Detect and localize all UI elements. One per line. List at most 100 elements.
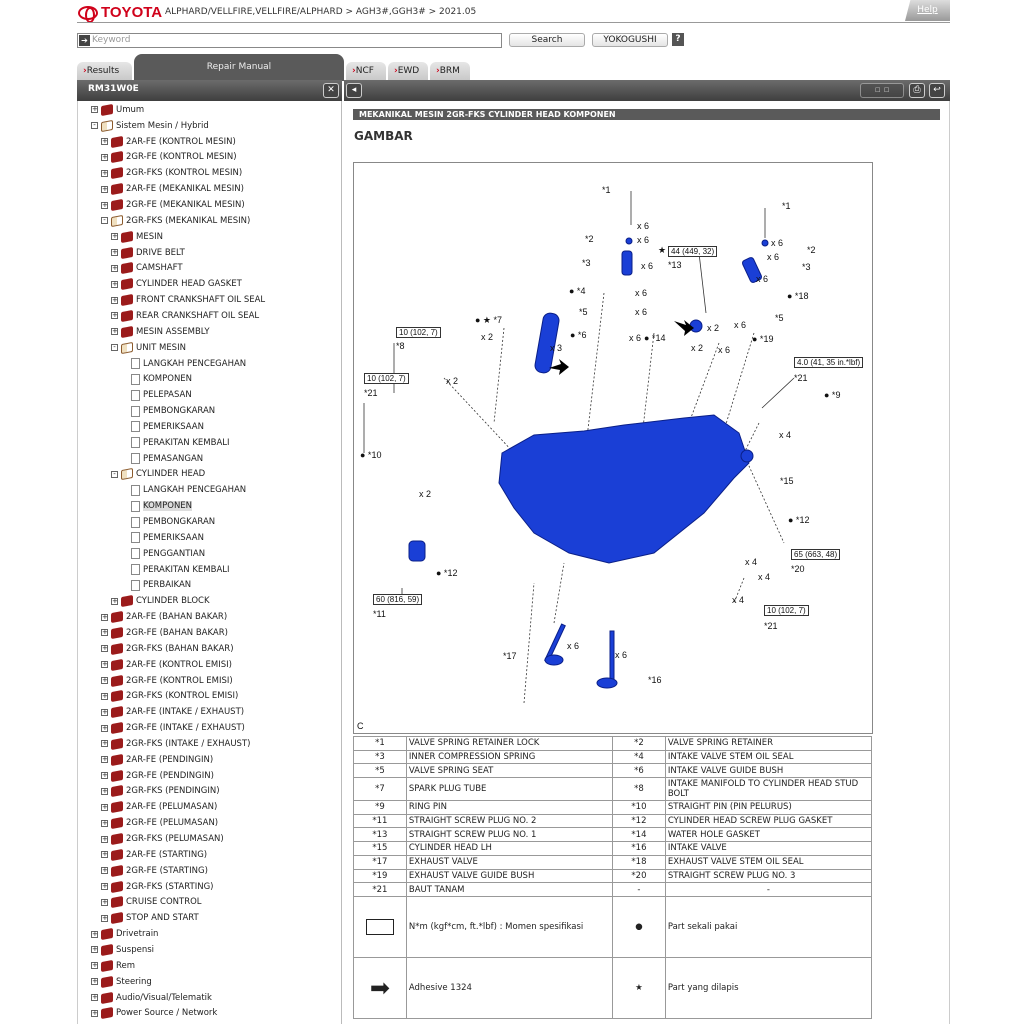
tree-item[interactable]: +2GR-FKS (BAHAN BAKAR): [101, 641, 234, 657]
tree-item[interactable]: PERAKITAN KEMBALI: [121, 435, 230, 451]
expand-icon[interactable]: +: [111, 295, 118, 304]
expand-icon[interactable]: +: [101, 897, 108, 906]
tree-item[interactable]: + DRIVE BELT: [111, 245, 185, 261]
tree-item[interactable]: +2AR-FE (MEKANIKAL MESIN): [101, 181, 244, 197]
expand-icon[interactable]: +: [91, 929, 98, 938]
tree-item[interactable]: + Umum: [91, 102, 144, 118]
expand-icon[interactable]: +: [101, 707, 108, 716]
tree-item[interactable]: +2GR-FKS (INTAKE / EXHAUST): [101, 736, 250, 752]
tree-item[interactable]: - 2GR-FKS (MEKANIKAL MESIN): [101, 213, 250, 229]
tab-ncf[interactable]: ›NCF: [346, 62, 386, 80]
expand-icon[interactable]: +: [101, 168, 108, 177]
expand-icon[interactable]: +: [101, 866, 108, 875]
keyword-input[interactable]: ➔ Keyword: [77, 33, 502, 48]
expand-icon[interactable]: +: [111, 596, 118, 605]
tree-item[interactable]: PERBAIKAN: [121, 578, 191, 594]
tree-item[interactable]: +2GR-FE (MEKANIKAL MESIN): [101, 197, 245, 213]
expand-icon[interactable]: +: [101, 882, 108, 891]
expand-icon[interactable]: +: [101, 723, 108, 732]
tab-brm[interactable]: ›BRM: [430, 62, 470, 80]
expand-icon[interactable]: +: [101, 786, 108, 795]
tree-item[interactable]: + CYLINDER BLOCK: [111, 593, 210, 609]
tree-item[interactable]: KOMPONEN: [121, 371, 192, 387]
expand-icon[interactable]: +: [101, 913, 108, 922]
collapse-icon[interactable]: -: [111, 470, 118, 478]
tree-item[interactable]: + Suspensi: [91, 942, 154, 958]
expand-icon[interactable]: +: [91, 993, 98, 1002]
tree-item[interactable]: +2AR-FE (STARTING): [101, 847, 207, 863]
tree-item[interactable]: + FRONT CRANKSHAFT OIL SEAL: [111, 292, 265, 308]
tree-item[interactable]: + Rem: [91, 958, 135, 974]
tree-item[interactable]: - UNIT MESIN: [111, 340, 186, 356]
tree-item[interactable]: + STOP AND START: [101, 910, 199, 926]
help-icon[interactable]: ?: [672, 33, 684, 46]
expand-icon[interactable]: +: [101, 755, 108, 764]
expand-icon[interactable]: +: [111, 279, 118, 288]
tree-item[interactable]: KOMPONEN: [121, 498, 193, 514]
expand-icon[interactable]: +: [111, 248, 118, 257]
tree-item[interactable]: PELEPASAN: [121, 387, 192, 403]
return-icon[interactable]: ↩: [929, 83, 945, 98]
tree-item[interactable]: - CYLINDER HEAD: [111, 467, 205, 483]
tree-item[interactable]: +2AR-FE (BAHAN BAKAR): [101, 609, 227, 625]
expand-icon[interactable]: +: [91, 945, 98, 954]
tree-item[interactable]: + CAMSHAFT: [111, 261, 183, 277]
expand-icon[interactable]: +: [111, 311, 118, 320]
tree-item[interactable]: PEMBONGKARAN: [121, 403, 215, 419]
expand-icon[interactable]: +: [101, 644, 108, 653]
tree-item[interactable]: +2GR-FE (KONTROL EMISI): [101, 673, 233, 689]
print-icon[interactable]: ⎙: [909, 83, 925, 98]
expand-icon[interactable]: +: [91, 961, 98, 970]
expand-icon[interactable]: +: [101, 628, 108, 637]
tree-item[interactable]: +2GR-FE (KONTROL MESIN): [101, 150, 237, 166]
tab-repair-manual[interactable]: Repair Manual: [134, 54, 344, 81]
expand-icon[interactable]: +: [91, 977, 98, 986]
collapse-icon[interactable]: -: [111, 344, 118, 352]
expand-icon[interactable]: +: [101, 802, 108, 811]
tree-item[interactable]: +2GR-FKS (KONTROL MESIN): [101, 165, 242, 181]
tree-item[interactable]: +2GR-FKS (KONTROL EMISI): [101, 688, 238, 704]
tree-item[interactable]: + MESIN: [111, 229, 163, 245]
tree-item[interactable]: +2GR-FE (INTAKE / EXHAUST): [101, 720, 245, 736]
tab-results[interactable]: ›Results: [77, 62, 132, 80]
expand-icon[interactable]: +: [101, 818, 108, 827]
tree-item[interactable]: +2GR-FKS (PELUMASAN): [101, 831, 224, 847]
tree-item[interactable]: +2AR-FE (PENDINGIN): [101, 752, 213, 768]
expand-icon[interactable]: +: [91, 1008, 98, 1017]
tree-item[interactable]: PENGGANTIAN: [121, 546, 205, 562]
tab-ewd[interactable]: ›EWD: [388, 62, 428, 80]
expand-icon[interactable]: +: [101, 152, 108, 161]
expand-icon[interactable]: +: [101, 660, 108, 669]
expand-icon[interactable]: +: [101, 200, 108, 209]
tree-item[interactable]: PEMERIKSAAN: [121, 530, 204, 546]
expand-icon[interactable]: +: [101, 137, 108, 146]
expand-icon[interactable]: +: [111, 232, 118, 241]
tree-item[interactable]: PEMBONGKARAN: [121, 514, 215, 530]
expand-icon[interactable]: +: [101, 771, 108, 780]
close-icon[interactable]: ✕: [323, 83, 339, 98]
tree-item[interactable]: +2AR-FE (KONTROL EMISI): [101, 657, 232, 673]
tree-item[interactable]: +2AR-FE (INTAKE / EXHAUST): [101, 704, 244, 720]
tree-item[interactable]: PEMERIKSAAN: [121, 419, 204, 435]
tree-item[interactable]: +2GR-FE (PELUMASAN): [101, 815, 218, 831]
tree-item[interactable]: PEMASANGAN: [121, 451, 203, 467]
tree-item[interactable]: + Steering: [91, 974, 152, 990]
tree-item[interactable]: +2GR-FE (PENDINGIN): [101, 768, 214, 784]
collapse-icon[interactable]: -: [91, 122, 98, 130]
tree-item[interactable]: +2AR-FE (KONTROL MESIN): [101, 134, 236, 150]
tree-item[interactable]: +2GR-FKS (PENDINGIN): [101, 784, 220, 800]
expand-icon[interactable]: +: [101, 676, 108, 685]
tree-item[interactable]: + Power Source / Network: [91, 1005, 217, 1021]
zoom-buttons[interactable]: ▫ ▫: [860, 83, 904, 98]
tree-item[interactable]: +2GR-FE (BAHAN BAKAR): [101, 625, 228, 641]
tree-item[interactable]: + MESIN ASSEMBLY: [111, 324, 210, 340]
expand-icon[interactable]: +: [101, 834, 108, 843]
tree-item[interactable]: + Drivetrain: [91, 926, 158, 942]
collapse-icon[interactable]: -: [101, 217, 108, 225]
tree-item[interactable]: + CYLINDER HEAD GASKET: [111, 276, 242, 292]
expand-icon[interactable]: +: [101, 184, 108, 193]
tree-item[interactable]: +2AR-FE (PELUMASAN): [101, 799, 217, 815]
search-button[interactable]: Search: [509, 33, 585, 47]
tree-item[interactable]: + Audio/Visual/Telematik: [91, 990, 212, 1006]
expand-icon[interactable]: +: [101, 850, 108, 859]
